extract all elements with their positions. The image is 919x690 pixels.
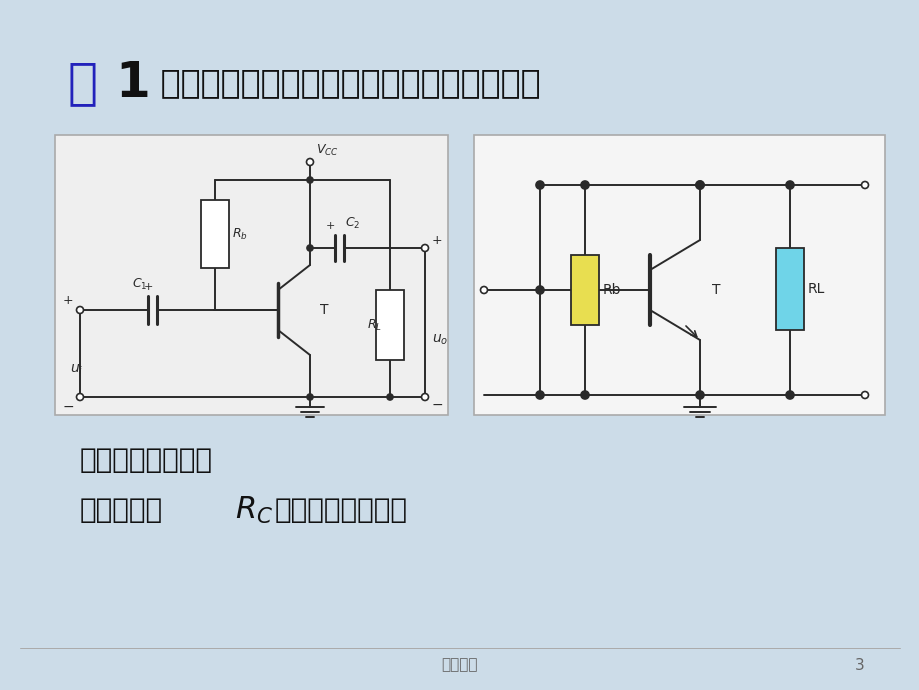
Circle shape — [387, 394, 392, 400]
Bar — [55, 135, 448, 415]
Circle shape — [421, 393, 428, 400]
Circle shape — [696, 391, 703, 399]
Circle shape — [480, 286, 487, 293]
Text: $R_L$: $R_L$ — [367, 317, 381, 333]
Text: $V_{CC}$: $V_{CC}$ — [315, 143, 338, 158]
Circle shape — [581, 181, 588, 189]
Text: $C_2$: $C_2$ — [345, 216, 360, 231]
Text: 精选课件: 精选课件 — [441, 658, 478, 673]
Text: 分析图示各电路有无正常电压放大的能力。: 分析图示各电路有无正常电压放大的能力。 — [150, 66, 540, 99]
Text: RL: RL — [807, 282, 824, 296]
Text: Rb: Rb — [602, 283, 621, 297]
Text: 3: 3 — [854, 658, 864, 673]
Circle shape — [307, 245, 312, 251]
Circle shape — [76, 306, 84, 313]
Bar — [571, 255, 598, 325]
Circle shape — [785, 181, 793, 189]
Circle shape — [536, 391, 543, 399]
Text: −: − — [62, 400, 74, 414]
Circle shape — [307, 177, 312, 183]
Text: 无电压放大能力。: 无电压放大能力。 — [80, 446, 213, 474]
Bar — [376, 290, 403, 360]
Text: +: + — [62, 293, 74, 306]
Circle shape — [581, 391, 588, 399]
Text: $C_1$: $C_1$ — [132, 277, 148, 292]
Bar — [775, 248, 803, 330]
Circle shape — [536, 286, 543, 294]
Circle shape — [306, 159, 313, 166]
Text: 1: 1 — [115, 59, 150, 107]
Circle shape — [76, 393, 84, 400]
Circle shape — [536, 181, 543, 189]
Bar — [200, 200, 229, 268]
Circle shape — [785, 391, 793, 399]
Text: ，交流输出短路。: ，交流输出短路。 — [275, 496, 407, 524]
Circle shape — [307, 394, 312, 400]
Text: +: + — [143, 282, 153, 292]
Text: 例: 例 — [68, 59, 98, 107]
Text: 因为没接入: 因为没接入 — [80, 496, 163, 524]
Text: +: + — [432, 233, 442, 246]
Text: $R_C$: $R_C$ — [234, 495, 273, 526]
Circle shape — [421, 244, 428, 251]
Text: $R_b$: $R_b$ — [232, 226, 247, 242]
Circle shape — [860, 181, 868, 188]
Text: T: T — [711, 283, 720, 297]
Text: $u_o$: $u_o$ — [432, 333, 448, 347]
Text: T: T — [320, 303, 328, 317]
Text: +: + — [325, 221, 335, 231]
Bar — [473, 135, 884, 415]
Circle shape — [696, 181, 703, 189]
Text: $u_i$: $u_i$ — [70, 363, 84, 377]
Circle shape — [860, 391, 868, 399]
Text: −: − — [432, 398, 443, 412]
Circle shape — [696, 181, 703, 189]
